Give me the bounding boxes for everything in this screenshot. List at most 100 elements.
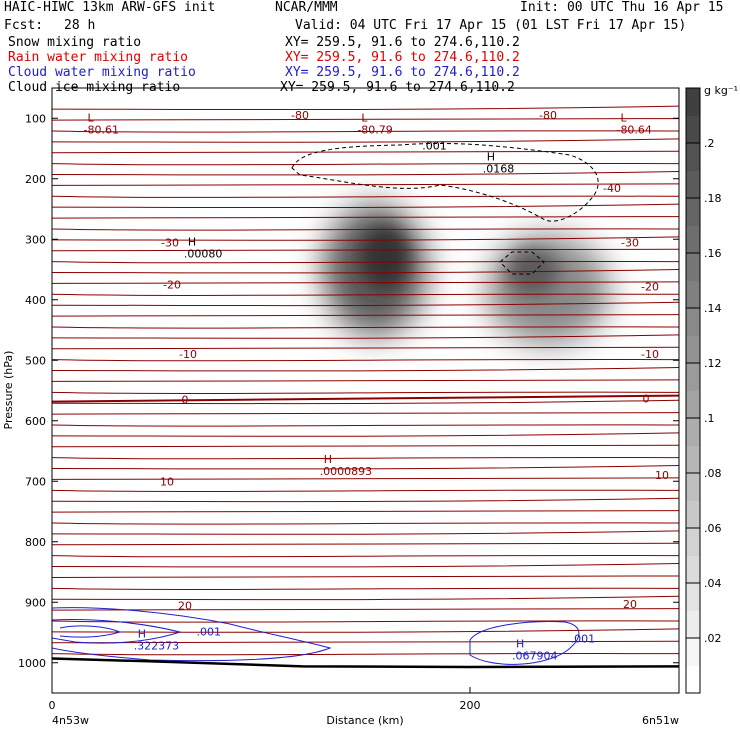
colorbar-frame bbox=[685, 87, 701, 694]
extremum-value: .067904 bbox=[512, 650, 557, 663]
colorbar-step bbox=[686, 225, 700, 254]
extremum-mark: L bbox=[361, 111, 368, 124]
temperature-contour-line bbox=[52, 346, 679, 350]
colorbar-step bbox=[686, 280, 700, 309]
colorbar-tick-label: .06 bbox=[704, 522, 722, 535]
contour-value-label: .001 bbox=[197, 625, 222, 638]
temperature-contour-line bbox=[52, 477, 679, 481]
temperature-contour-label: 0 bbox=[182, 394, 189, 407]
temperature-contour-line bbox=[52, 138, 679, 143]
colorbar-step bbox=[686, 528, 700, 556]
y-tick-label: 300 bbox=[25, 233, 46, 246]
extremum-mark: L bbox=[620, 111, 627, 124]
temperature-contour-label: -10 bbox=[179, 348, 197, 361]
org-label: NCAR/MMM bbox=[275, 0, 338, 15]
extremum-value: -80.64 bbox=[616, 123, 651, 136]
temperature-contour-line bbox=[52, 260, 679, 264]
extremum-value: .00080 bbox=[184, 247, 223, 260]
snow-core-west bbox=[361, 226, 409, 290]
extremum-mark: H bbox=[138, 627, 146, 640]
field-name-cloud-water: Cloud water mixing ratio bbox=[8, 65, 196, 80]
extremum-mark: H bbox=[516, 638, 524, 651]
temperature-contour-line bbox=[52, 497, 679, 503]
chart-annotations: L-80.61L-80.79L-80.64H.0168H.00080H.0000… bbox=[84, 111, 652, 662]
temperature-contour-line bbox=[52, 358, 679, 362]
init-time: Init: 00 UTC Thu 16 Apr 15 bbox=[520, 0, 724, 15]
colorbar-tick-label: .04 bbox=[704, 577, 722, 590]
cloud-ice-contour-upper bbox=[291, 142, 599, 222]
temperature-contour-label: -20 bbox=[641, 280, 659, 293]
colorbar-tick-label: .14 bbox=[704, 302, 722, 315]
temperature-contour-line bbox=[52, 542, 679, 546]
colorbar-tick-label: .18 bbox=[704, 192, 722, 205]
surface-pressure-line bbox=[51, 657, 680, 669]
y-tick-label: 600 bbox=[25, 415, 46, 428]
temperature-contour-line bbox=[52, 269, 679, 274]
colorbar-step bbox=[686, 500, 700, 529]
colorbar-step bbox=[686, 170, 700, 199]
temperature-contour-label: 20 bbox=[623, 598, 637, 611]
field-name-rain: Rain water mixing ratio bbox=[8, 50, 189, 65]
temperature-contour-line bbox=[52, 367, 679, 372]
temperature-contour-line bbox=[52, 195, 679, 198]
temperature-contour-line bbox=[52, 456, 679, 460]
temperature-contour-line bbox=[52, 432, 679, 437]
x-end-label: 6n51w bbox=[642, 714, 679, 727]
extremum-mark: H bbox=[324, 453, 332, 466]
extremum-mark: H bbox=[487, 151, 495, 164]
temperature-contour-line bbox=[52, 334, 679, 339]
temperature-contour-line bbox=[52, 379, 679, 383]
y-tick-label: 1000 bbox=[18, 657, 46, 670]
temperature-contour-line bbox=[52, 391, 679, 394]
extremum-value: .322373 bbox=[134, 639, 180, 652]
freezing-level-line bbox=[52, 394, 679, 403]
y-tick-label: 800 bbox=[25, 536, 46, 549]
extremum-value: -80.61 bbox=[84, 123, 119, 136]
plot-frame bbox=[51, 87, 680, 694]
temperature-contour-line bbox=[52, 620, 679, 623]
temperature-contour-line bbox=[52, 575, 679, 579]
extremum-value: .0000893 bbox=[320, 465, 373, 478]
temperature-contour-line bbox=[52, 162, 679, 166]
temperature-contour-line bbox=[52, 150, 679, 154]
colorbar-step bbox=[686, 390, 700, 419]
colorbar-step bbox=[686, 335, 700, 364]
colorbar-step bbox=[686, 555, 700, 584]
temperature-contour-line bbox=[52, 444, 679, 448]
colorbar-step bbox=[686, 473, 700, 501]
extremum-value: -80.79 bbox=[357, 123, 392, 136]
y-axis-label: Pressure (hPa) bbox=[2, 351, 15, 430]
temperature-contour-line bbox=[52, 530, 679, 535]
temperature-contour-line bbox=[52, 522, 679, 525]
colorbar-tick-label: .2 bbox=[704, 137, 715, 150]
colorbar-step bbox=[686, 445, 700, 474]
temperature-contour-label: 0 bbox=[643, 392, 650, 405]
forecast-hours: 28 h bbox=[64, 18, 96, 33]
colorbar-step bbox=[686, 610, 700, 639]
colorbar-step bbox=[686, 363, 700, 391]
y-tick-label: 200 bbox=[25, 173, 46, 186]
temperature-contour-line bbox=[52, 228, 679, 231]
colorbar-step bbox=[686, 115, 700, 144]
x-axis-ticks: 0 200 bbox=[49, 687, 481, 712]
temperature-contour-label: 10 bbox=[655, 469, 669, 482]
temperature-contour-label: 20 bbox=[178, 599, 192, 612]
colorbar-step bbox=[686, 665, 700, 694]
y-tick-label: 400 bbox=[25, 294, 46, 307]
colorbar-step bbox=[686, 143, 700, 171]
x-tick-label: 0 bbox=[49, 699, 56, 712]
temperature-contour-line bbox=[52, 105, 679, 111]
colorbar-tick-label: .1 bbox=[704, 412, 715, 425]
colorbar-step bbox=[686, 583, 700, 611]
temperature-contour-line bbox=[52, 587, 679, 590]
temperature-contour-label: -20 bbox=[163, 279, 181, 292]
temperature-contour-line bbox=[52, 399, 679, 405]
snow-shading bbox=[323, 205, 610, 345]
temperature-contour-label: 10 bbox=[160, 475, 174, 488]
model-title: HAIC-HIWC 13km ARW-GFS init bbox=[4, 0, 216, 15]
y-tick-label: 100 bbox=[25, 112, 46, 125]
temperature-contour-line bbox=[52, 563, 679, 568]
extremum-value: .0168 bbox=[483, 163, 514, 176]
temperature-contour-label: -80 bbox=[291, 109, 309, 122]
